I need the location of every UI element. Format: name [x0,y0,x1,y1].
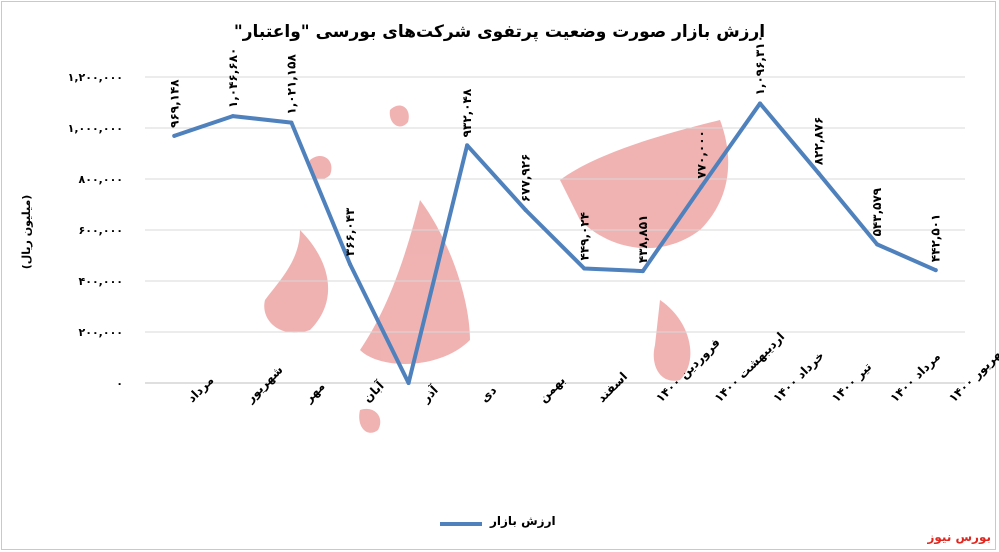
x-tick-label: شهریور ۱۴۰۰ [946,339,999,406]
x-tick-label: آذر [417,382,441,406]
y-tick-label: ۲۰۰,۰۰۰ [79,326,123,339]
grid-lines [145,76,965,384]
x-tick-label: آبان [360,377,388,405]
legend-label: ارزش بازار [490,514,556,528]
data-label: ۹۳۲,۰۴۸ [460,88,474,137]
data-point [582,266,587,271]
data-label: ۱,۰۹۶,۳۱۰ [753,35,767,95]
data-label: ۷۷۰,۰۰۰ [694,130,708,179]
y-tick-label: ۰ [116,377,123,390]
data-label: ۱,۰۴۶,۶۸۰ [226,48,240,108]
data-point [933,268,938,273]
x-tick-label: بهمن [536,373,568,405]
legend-swatch [440,522,482,526]
data-point [816,171,821,176]
data-label: ۵۴۳,۵۷۹ [870,187,884,236]
data-point [875,242,880,247]
x-tick-label: دی [477,383,499,405]
x-tick-label: تیر ۱۴۰۰ [829,360,874,405]
data-label: ۶۷۷,۹۲۶ [519,154,533,203]
data-label: ۱,۰۲۱,۱۵۸ [284,54,298,115]
data-label: ۴۳۸,۸۵۱ [636,215,650,264]
data-label: ۴۴۲,۵۰۱ [929,214,943,263]
x-tick-label: مرداد ۱۴۰۰ [887,349,943,405]
data-point [758,101,762,106]
chart-title: ارزش بازار صورت وضعیت پرتفوی شرکت‌های بو… [233,22,766,42]
series-layer: ۹۶۹,۱۴۸ ۱,۰۴۶,۶۸۰ ۱,۰۲۱,۱۵۸ ۳۶۶,۰۴۳ ۹۳۲,۰۴۸ ۶… [167,35,943,385]
y-tick-label: ۱,۲۰۰,۰۰۰ [68,71,123,84]
source-badge: بورس نیوز [927,530,991,544]
x-tick-label: خرداد ۱۴۰۰ [770,349,827,406]
data-point [172,133,177,138]
data-label: ۹۶۹,۱۴۸ [167,79,181,128]
y-tick-label: ۶۰۰,۰۰۰ [79,224,123,237]
data-point [289,120,294,125]
data-point [523,208,528,213]
data-point [230,114,235,119]
data-point [406,381,411,385]
x-tick-label: اسفند [595,369,631,405]
data-point [348,262,352,267]
watermark-logo [264,105,729,433]
series-line [172,101,938,385]
x-tick-label: شهریور [242,363,286,407]
data-point [640,269,645,274]
data-label: ۴۴۹,۰۲۴ [577,212,591,261]
x-axis: مرداد شهریور مهر آبان آذر دی بهمن اسفند فروردین … [145,330,999,407]
y-axis-label: (میلیون ریال) [20,195,33,270]
y-tick-label: ۸۰۰,۰۰۰ [79,173,123,186]
data-label: ۸۲۲,۸۷۶ [812,117,826,166]
data-label: ۳۶۶,۰۴۳ [343,207,357,256]
data-point [699,184,704,189]
y-axis: ۰ ۲۰۰,۰۰۰ ۴۰۰,۰۰۰ ۶۰۰,۰۰۰ ۸۰۰,۰۰۰ ۱,۰۰۰,۰۰۰ ۱,… [68,71,123,390]
y-tick-label: ۴۰۰,۰۰۰ [79,275,123,288]
y-tick-label: ۱,۰۰۰,۰۰۰ [68,122,123,135]
data-point [465,143,470,148]
x-tick-label: مرداد [185,373,217,405]
